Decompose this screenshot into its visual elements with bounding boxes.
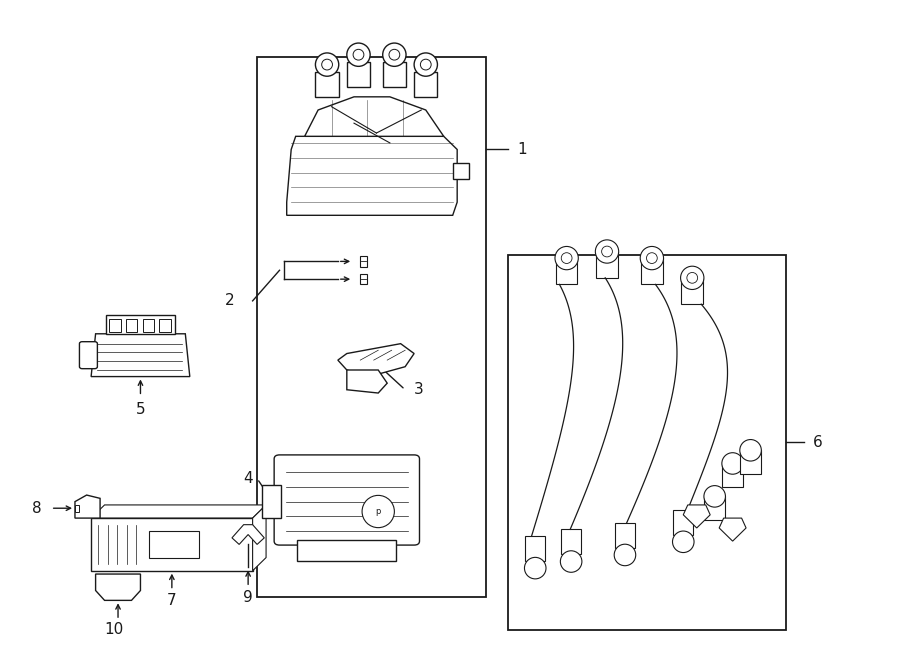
Bar	[360, 256, 366, 266]
Ellipse shape	[562, 253, 572, 264]
Bar	[159, 319, 171, 332]
Polygon shape	[91, 518, 253, 570]
Bar	[453, 163, 469, 179]
Ellipse shape	[614, 544, 635, 566]
Bar	[615, 523, 634, 548]
Ellipse shape	[646, 253, 657, 264]
Text: p: p	[375, 507, 381, 516]
Bar	[346, 62, 370, 87]
Ellipse shape	[525, 557, 546, 579]
Text: 9: 9	[243, 590, 253, 605]
Ellipse shape	[640, 247, 663, 270]
Text: 8: 8	[32, 501, 42, 516]
Polygon shape	[75, 495, 100, 518]
Bar	[414, 72, 437, 97]
Bar	[149, 531, 199, 558]
Bar	[109, 319, 121, 332]
Bar	[106, 315, 175, 334]
Bar	[360, 274, 366, 284]
Polygon shape	[95, 574, 140, 600]
Text: 4: 4	[243, 471, 253, 486]
Bar	[508, 254, 787, 630]
Ellipse shape	[420, 59, 431, 70]
Polygon shape	[91, 505, 266, 518]
Ellipse shape	[414, 53, 437, 76]
Polygon shape	[287, 136, 457, 215]
Bar	[382, 62, 406, 87]
Bar	[315, 72, 338, 97]
Text: 7: 7	[167, 593, 176, 608]
Ellipse shape	[382, 43, 406, 66]
Bar	[298, 540, 396, 561]
FancyBboxPatch shape	[79, 342, 97, 369]
Bar	[681, 278, 703, 304]
Polygon shape	[304, 97, 444, 136]
Bar	[562, 529, 581, 555]
Text: 3: 3	[414, 382, 424, 397]
Text: 1: 1	[517, 141, 526, 157]
Bar	[740, 450, 761, 474]
Text: 10: 10	[104, 623, 123, 637]
Polygon shape	[253, 505, 266, 570]
Ellipse shape	[740, 440, 761, 461]
Text: 5: 5	[136, 402, 145, 417]
FancyBboxPatch shape	[274, 455, 419, 545]
Text: 6: 6	[813, 435, 823, 450]
Bar	[257, 58, 486, 597]
Ellipse shape	[561, 551, 582, 572]
Ellipse shape	[346, 43, 370, 66]
Ellipse shape	[555, 247, 579, 270]
Ellipse shape	[362, 495, 394, 527]
Bar	[596, 252, 617, 278]
Ellipse shape	[595, 240, 618, 263]
Ellipse shape	[353, 50, 364, 60]
Ellipse shape	[680, 266, 704, 290]
Ellipse shape	[722, 453, 743, 474]
Ellipse shape	[389, 50, 400, 60]
Polygon shape	[232, 525, 265, 545]
Polygon shape	[338, 344, 414, 377]
Bar	[673, 510, 693, 535]
Bar	[526, 536, 545, 561]
Polygon shape	[346, 370, 387, 393]
Bar	[142, 319, 154, 332]
Ellipse shape	[321, 59, 332, 70]
Bar	[126, 319, 138, 332]
Bar	[722, 463, 743, 487]
Ellipse shape	[687, 272, 698, 283]
Polygon shape	[719, 518, 746, 541]
Polygon shape	[683, 505, 710, 528]
Ellipse shape	[601, 246, 612, 257]
Text: 2: 2	[225, 293, 235, 309]
Bar	[75, 505, 79, 512]
Bar	[641, 258, 662, 284]
Bar	[262, 485, 282, 518]
Bar	[556, 258, 578, 284]
Ellipse shape	[672, 531, 694, 553]
Polygon shape	[91, 334, 190, 377]
Ellipse shape	[704, 486, 725, 507]
Bar	[704, 496, 725, 520]
Ellipse shape	[315, 53, 338, 76]
